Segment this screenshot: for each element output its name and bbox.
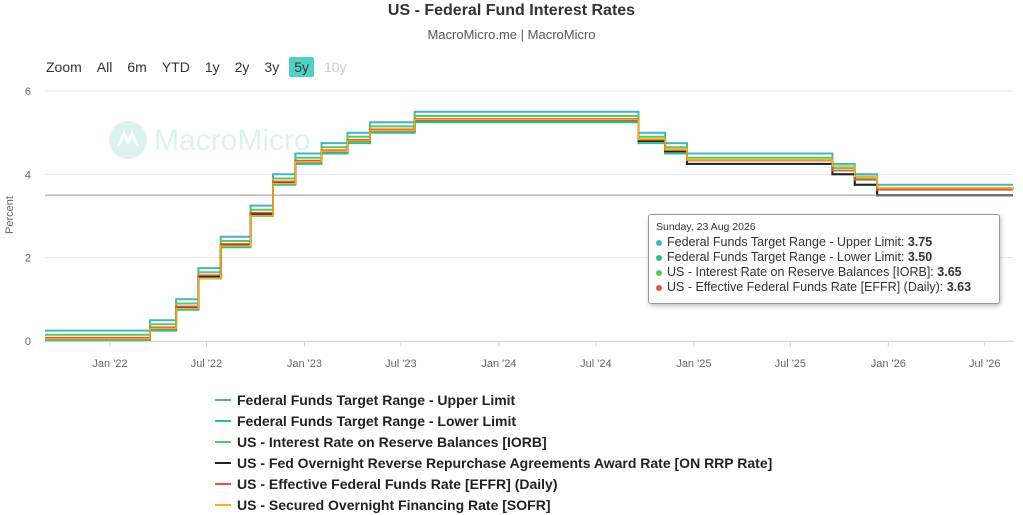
legend-line-icon bbox=[215, 503, 231, 506]
legend-label: US - Effective Federal Funds Rate [EFFR]… bbox=[237, 475, 558, 492]
tooltip-label: US - Interest Rate on Reserve Balances [… bbox=[667, 265, 938, 279]
legend-line-icon bbox=[215, 482, 231, 485]
x-tick-label: Jan '23 bbox=[287, 358, 322, 370]
tooltip-value: 3.50 bbox=[907, 250, 933, 264]
zoom-button-ytd[interactable]: YTD bbox=[161, 59, 190, 75]
tooltip-dot-icon bbox=[656, 284, 662, 291]
legend-label: Federal Funds Target Range - Upper Limit bbox=[237, 391, 516, 408]
macromicro-logo-icon bbox=[109, 121, 147, 159]
legend-label: US - Secured Overnight Financing Rate [S… bbox=[237, 496, 551, 513]
legend-line-icon bbox=[215, 398, 231, 401]
zoom-button-10y[interactable]: 10y bbox=[324, 59, 347, 75]
watermark: MacroMicro bbox=[109, 121, 311, 159]
tooltip-value: 3.65 bbox=[937, 265, 962, 279]
tooltip-dot-icon bbox=[656, 254, 662, 261]
x-tick-label: Jul '26 bbox=[969, 358, 1000, 370]
x-tick-label: Jan '26 bbox=[871, 358, 906, 370]
watermark-text: MacroMicro bbox=[154, 124, 311, 157]
zoom-label: Zoom bbox=[46, 59, 82, 75]
tooltip-row-iorb: US - Interest Rate on Reserve Balances [… bbox=[656, 265, 962, 279]
legend-label: US - Fed Overnight Reverse Repurchase Ag… bbox=[237, 454, 773, 471]
x-axis: Jan '22 Jul '22 Jan '23 Jul '23 Jan '24 Jul '… bbox=[45, 341, 1013, 370]
series-group bbox=[45, 110, 1014, 342]
x-tick-label: Jul '25 bbox=[775, 358, 806, 370]
zoom-button-2y[interactable]: 2y bbox=[234, 59, 250, 75]
chart-area[interactable]: MacroMicro 0 2 4 6 Jan '22 Jul '22 Jan '23 Jul… bbox=[0, 0, 1023, 385]
legend-item-sofr[interactable]: US - Secured Overnight Financing Rate [S… bbox=[215, 494, 772, 515]
legend-item-lower-limit[interactable]: Federal Funds Target Range - Lower Limit bbox=[215, 410, 772, 431]
logo-mark bbox=[116, 130, 140, 147]
tooltip-label: Federal Funds Target Range - Lower Limit… bbox=[667, 250, 908, 264]
legend-label: Federal Funds Target Range - Lower Limit bbox=[237, 412, 516, 429]
tooltip-dot-icon bbox=[656, 269, 662, 276]
legend-item-on-rrp[interactable]: US - Fed Overnight Reverse Repurchase Ag… bbox=[215, 452, 772, 473]
legend-line-icon bbox=[215, 419, 231, 422]
x-tick-label: Jan '24 bbox=[481, 358, 516, 370]
x-tick-label: Jul '24 bbox=[580, 358, 611, 370]
tooltip-date: Sunday, 23 Aug 2026 bbox=[656, 221, 756, 233]
tooltip-label: US - Effective Federal Funds Rate [EFFR]… bbox=[667, 280, 947, 294]
tooltip-dot-icon bbox=[656, 239, 662, 246]
y-tick-label: 6 bbox=[25, 86, 31, 98]
tooltip-value: 3.75 bbox=[907, 235, 933, 249]
zoom-button-1y[interactable]: 1y bbox=[204, 59, 220, 75]
tooltip: Sunday, 23 Aug 2026 Federal Funds Target… bbox=[648, 214, 1000, 304]
legend-label: US - Interest Rate on Reserve Balances [… bbox=[237, 433, 547, 450]
zoom-button-6m[interactable]: 6m bbox=[127, 59, 147, 75]
legend-item-effr[interactable]: US - Effective Federal Funds Rate [EFFR]… bbox=[215, 473, 772, 494]
tooltip-row-lower: Federal Funds Target Range - Lower Limit… bbox=[656, 250, 932, 264]
tooltip-label: Federal Funds Target Range - Upper Limit… bbox=[667, 235, 908, 249]
x-tick-label: Jan '25 bbox=[676, 358, 711, 370]
chart-subtitle: MacroMicro.me | MacroMicro bbox=[427, 27, 596, 42]
series-line-6 bbox=[45, 119, 1014, 340]
y-tick-label: 0 bbox=[25, 336, 31, 348]
zoom-button-5y[interactable]: 5y bbox=[289, 57, 314, 77]
tooltip-row-upper: Federal Funds Target Range - Upper Limit… bbox=[656, 235, 932, 249]
tooltip-row-effr: US - Effective Federal Funds Rate [EFFR]… bbox=[656, 280, 971, 294]
y-axis: 0 2 4 6 bbox=[25, 86, 31, 348]
tooltip-value: 3.63 bbox=[946, 280, 972, 294]
zoom-button-all[interactable]: All bbox=[96, 59, 113, 75]
y-axis-label: Percent bbox=[4, 196, 16, 234]
x-tick-label: Jan '22 bbox=[92, 358, 127, 370]
zoom-button-3y[interactable]: 3y bbox=[264, 59, 280, 75]
legend-item-iorb[interactable]: US - Interest Rate on Reserve Balances [… bbox=[215, 431, 772, 452]
legend-line-icon bbox=[215, 440, 231, 443]
chart-title: US - Federal Fund Interest Rates bbox=[387, 2, 636, 19]
y-tick-label: 4 bbox=[25, 169, 31, 181]
x-tick-label: Jul '22 bbox=[191, 358, 222, 370]
y-tick-label: 2 bbox=[25, 253, 31, 265]
legend-line-icon bbox=[215, 461, 231, 464]
legend: Federal Funds Target Range - Upper Limit… bbox=[215, 389, 772, 515]
x-tick-label: Jul '23 bbox=[385, 358, 416, 370]
legend-item-upper-limit[interactable]: Federal Funds Target Range - Upper Limit bbox=[215, 389, 772, 410]
zoom-bar: Zoom All 6m YTD 1y 2y 3y 5y 10y bbox=[46, 57, 357, 77]
